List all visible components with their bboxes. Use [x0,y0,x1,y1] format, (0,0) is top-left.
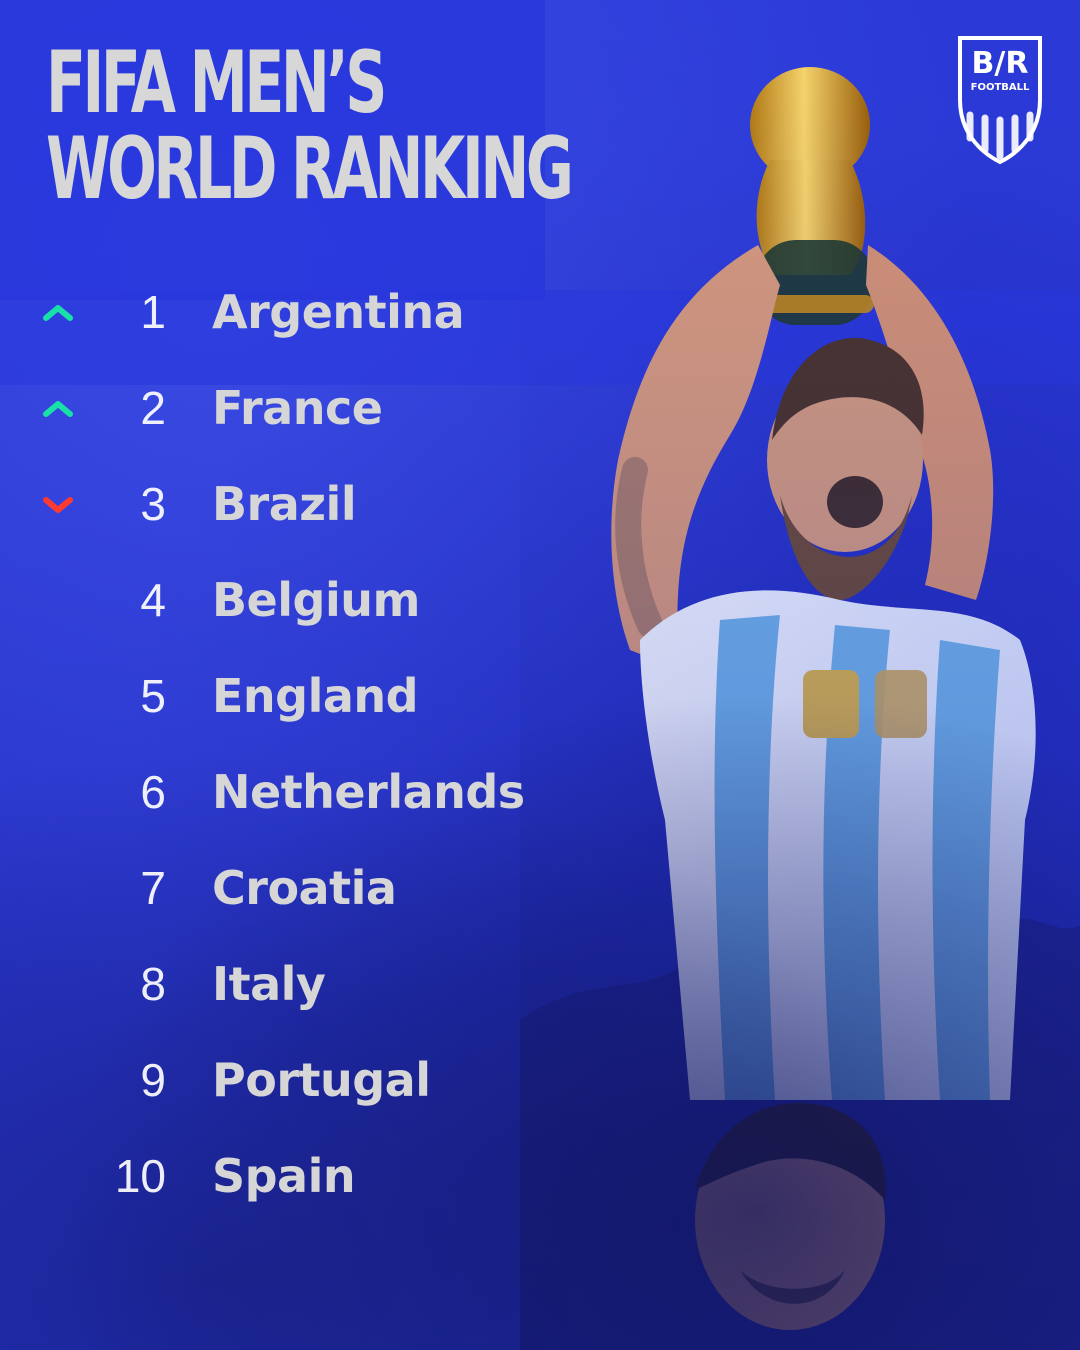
shield-logo-icon: B/R FOOTBALL [958,36,1042,165]
country-name: Spain [212,1149,356,1203]
trend-up-icon [40,288,88,336]
ranking-row-9: 9 Portugal [40,1032,560,1128]
ranking-row-5: 5 England [40,648,560,744]
trend-none [40,768,88,816]
trend-none [40,960,88,1008]
rank-number: 9 [140,1054,166,1106]
trend-none [40,672,88,720]
country-name: England [212,669,419,723]
rank-number: 1 [140,286,166,338]
ranking-row-7: 7 Croatia [40,840,560,936]
brand-logo-subtext: FOOTBALL [971,82,1030,93]
ranking-row-10: 10 Spain [40,1128,560,1224]
ranking-row-1: 1 Argentina [40,264,560,360]
country-name: Argentina [212,285,465,339]
trend-down-icon [40,480,88,528]
country-name: Brazil [212,477,357,531]
ranking-row-6: 6 Netherlands [40,744,560,840]
country-name: Netherlands [212,765,525,819]
trend-none [40,864,88,912]
crowd-background [0,650,1080,1350]
country-name: Croatia [212,861,397,915]
trend-none [40,1056,88,1104]
trend-none [40,576,88,624]
rank-number: 5 [140,670,166,722]
trend-none [40,1152,88,1200]
rank-number: 4 [140,574,166,626]
rank-number: 10 [114,1150,166,1202]
page-title-line-1: FIFA MEN’S [46,33,387,133]
rank-number: 2 [140,382,166,434]
brand-logo-text: B/R [972,46,1029,81]
ranking-row-8: 8 Italy [40,936,560,1032]
ranking-row-4: 4 Belgium [40,552,560,648]
chevron-down-icon [43,497,73,513]
rank-number: 3 [140,478,166,530]
ranking-list: 1 Argentina 2 France 3 Brazil 4 Belgium … [40,264,560,1224]
brand-logo: B/R FOOTBALL [950,30,1050,168]
trend-up-icon [40,384,88,432]
page-title-line-2: WORLD RANKING [46,119,574,219]
chevron-up-icon [43,401,73,417]
chevron-up-icon [43,305,73,321]
rank-number: 6 [140,766,166,818]
title-panel [0,0,545,300]
rank-number: 7 [140,862,166,914]
country-name: Portugal [212,1053,431,1107]
country-name: Belgium [212,573,420,627]
country-name: France [212,381,383,435]
page-title: FIFA MEN’S WORLD RANKING [46,33,574,219]
ranking-row-3: 3 Brazil [40,456,560,552]
country-name: Italy [212,957,326,1011]
ranking-row-2: 2 France [40,360,560,456]
rank-number: 8 [140,958,166,1010]
